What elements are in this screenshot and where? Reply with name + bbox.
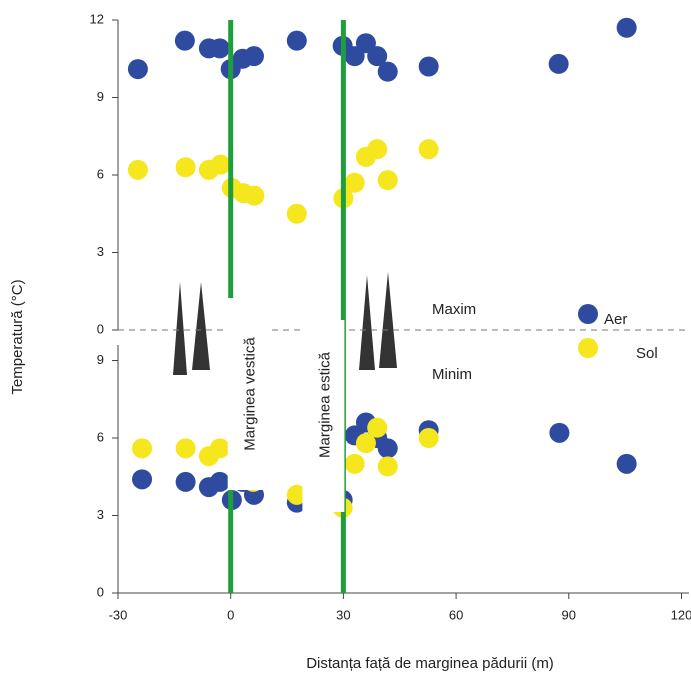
point — [210, 154, 231, 175]
point — [344, 172, 365, 193]
x-tick-label: 60 — [449, 607, 463, 622]
y-tick-label: 9 — [97, 352, 104, 367]
point — [209, 438, 230, 459]
point — [548, 53, 569, 74]
point — [175, 157, 196, 178]
x-tick-label: 0 — [227, 607, 234, 622]
x-tick-label: 120 — [671, 607, 691, 622]
point — [344, 453, 365, 474]
point — [367, 417, 388, 438]
point — [209, 471, 230, 492]
point — [367, 46, 388, 67]
point — [418, 56, 439, 77]
point — [344, 46, 365, 67]
y-tick-label: 6 — [97, 166, 104, 181]
point — [174, 30, 195, 51]
point — [175, 438, 196, 459]
legend-marker — [578, 338, 598, 358]
point — [243, 46, 264, 67]
panel-title: Minim — [432, 366, 472, 383]
y-tick-label: 6 — [97, 429, 104, 444]
point — [244, 185, 265, 206]
panel-title: Maxim — [432, 301, 476, 318]
point — [175, 471, 196, 492]
point — [377, 61, 398, 82]
legend-label: Aer — [604, 311, 627, 328]
tree — [192, 282, 210, 370]
point — [286, 30, 307, 51]
y-tick-label: 0 — [97, 584, 104, 599]
point — [616, 453, 637, 474]
tree — [359, 275, 375, 370]
point — [286, 484, 307, 505]
y-tick-label: 12 — [90, 11, 104, 26]
y-tick-label: 9 — [97, 89, 104, 104]
y-axis-label: Temperatură (°C) — [9, 279, 26, 394]
point — [367, 139, 388, 160]
tree — [173, 282, 187, 375]
label-box — [302, 320, 345, 512]
y-tick-label: 3 — [97, 244, 104, 259]
point — [286, 203, 307, 224]
tree — [379, 272, 397, 368]
label-box — [227, 298, 270, 490]
y-tick-label: 0 — [97, 321, 104, 336]
point — [377, 438, 398, 459]
point — [209, 38, 230, 59]
point — [127, 159, 148, 180]
point — [377, 456, 398, 477]
legend-marker — [578, 304, 598, 324]
margin-label: Marginea estică — [316, 351, 333, 458]
point — [132, 438, 153, 459]
point — [377, 170, 398, 191]
point — [132, 469, 153, 490]
point — [355, 433, 376, 454]
legend-label: Sol — [636, 345, 658, 362]
point — [127, 59, 148, 80]
tree-icons — [173, 272, 397, 375]
point — [616, 17, 637, 38]
point — [549, 422, 570, 443]
margin-label: Marginea vestică — [242, 337, 259, 451]
point — [355, 33, 376, 54]
x-tick-label: -30 — [109, 607, 128, 622]
x-tick-label: 30 — [336, 607, 350, 622]
y-tick-label: 3 — [97, 507, 104, 522]
x-axis-label: Distanța față de marginea pădurii (m) — [306, 655, 554, 672]
point — [418, 139, 439, 160]
x-tick-label: 90 — [562, 607, 576, 622]
point — [418, 428, 439, 448]
